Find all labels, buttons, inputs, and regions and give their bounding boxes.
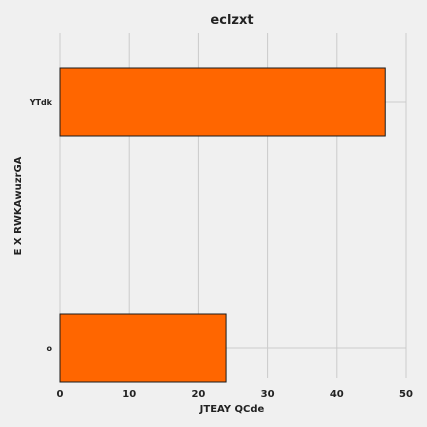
x-tick-label-20: 20 [191, 389, 205, 400]
bar-YTdk [59, 67, 386, 137]
x-tick-label-30: 30 [261, 389, 275, 400]
chart-title: eclzxt [210, 13, 253, 28]
x-tick-label-10: 10 [122, 389, 136, 400]
x-tick-label-0: 0 [57, 389, 64, 400]
x-tick-labels: 0 10 20 30 40 50 [57, 389, 413, 400]
y-axis-label: E X RWKAwuzrGA [13, 156, 24, 255]
x-tick-label-40: 40 [330, 389, 344, 400]
x-tick-label-50: 50 [399, 389, 413, 400]
y-tick-label-YTdk: YTdk [29, 98, 53, 107]
x-axis-label: JTEAY QCde [199, 404, 265, 415]
bars [59, 67, 386, 383]
bar-o [59, 313, 227, 383]
y-tick-labels: YTdk o [29, 98, 53, 353]
y-tick-label-o: o [47, 344, 53, 353]
